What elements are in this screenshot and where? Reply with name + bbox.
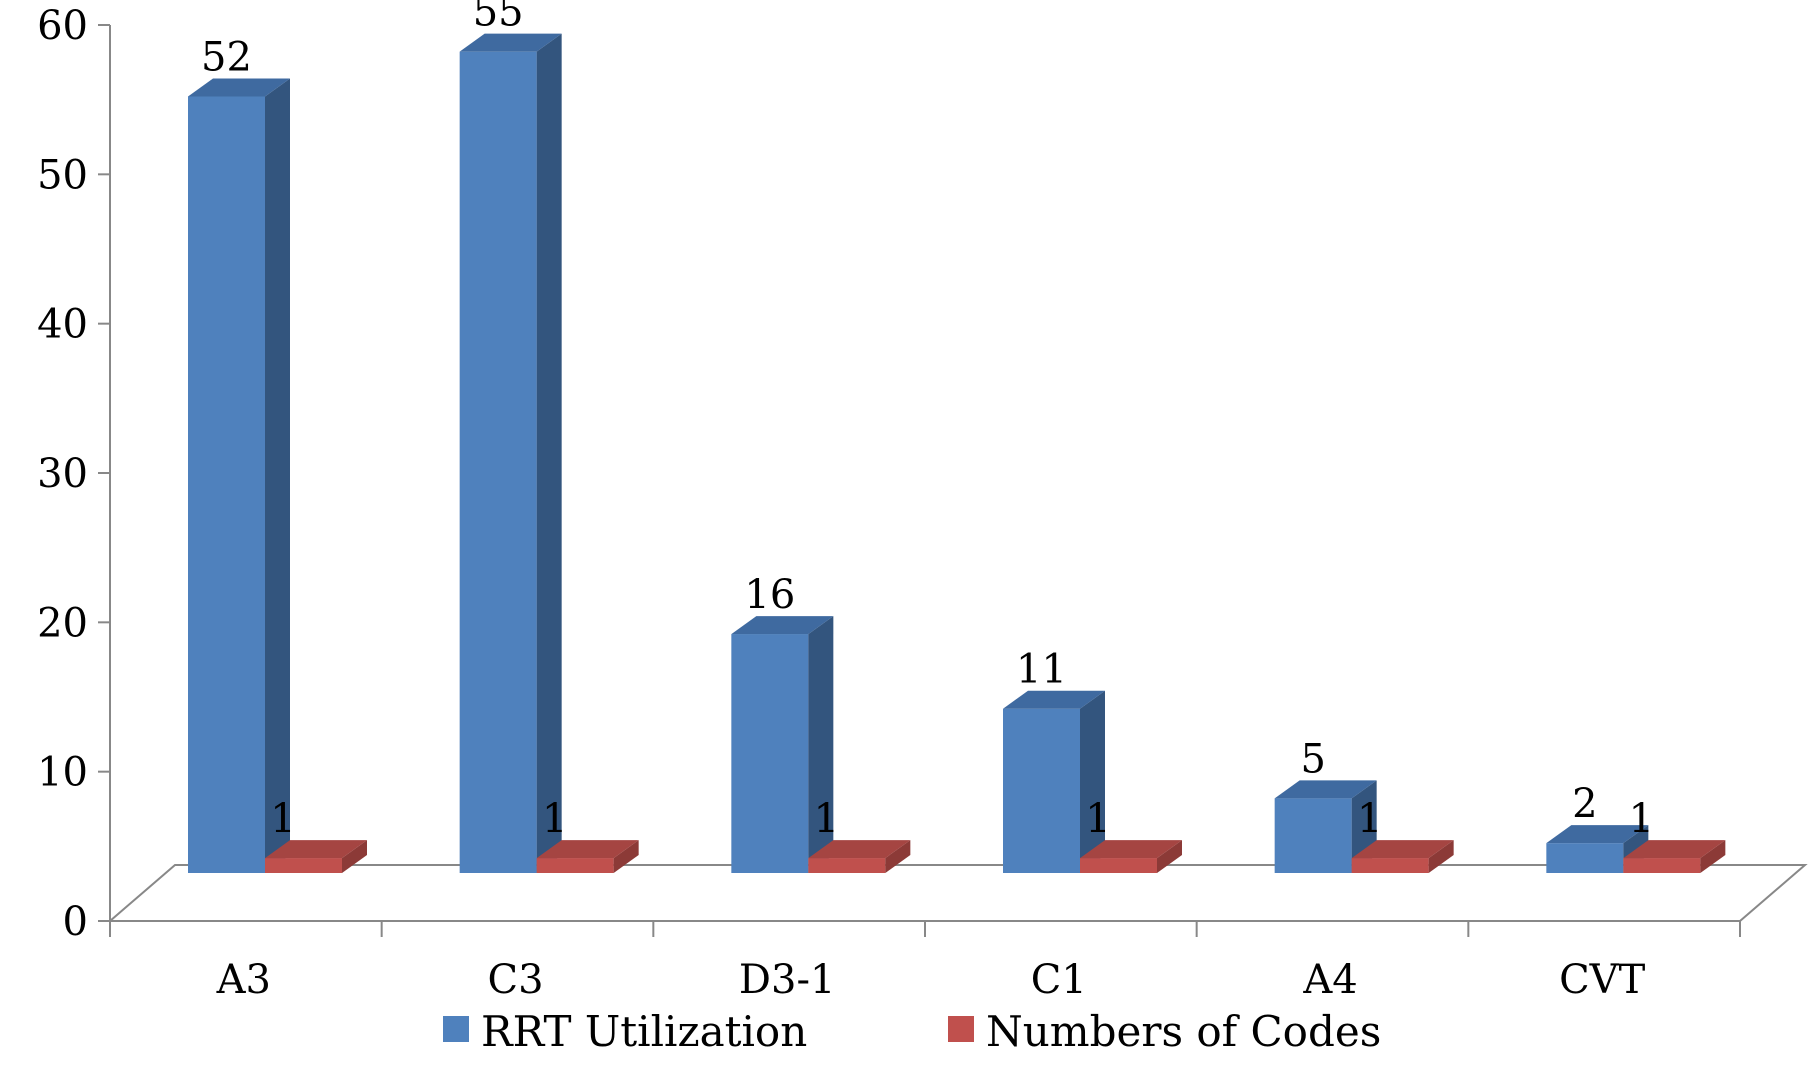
bar-top [1623, 840, 1726, 859]
category-label: D3-1 [739, 957, 835, 1003]
category-label: C1 [1031, 957, 1087, 1003]
bar-side [885, 840, 911, 873]
data-label-rrt-utilization: 11 [1016, 647, 1067, 693]
y-tick-label: 60 [37, 3, 88, 49]
y-axis-ticks: 0 10 20 30 40 50 60 [37, 3, 110, 945]
bar-numbers-of-codes [1623, 840, 1726, 873]
bar-front [265, 858, 342, 873]
bar-front [188, 96, 265, 873]
data-label-numbers-of-codes: 1 [1629, 796, 1654, 842]
bar-side [1080, 690, 1105, 873]
bar-front [1003, 708, 1080, 873]
bar-top [1351, 840, 1454, 859]
bar-top [1546, 825, 1649, 844]
bar-side [265, 78, 290, 873]
category-label: A3 [216, 957, 271, 1003]
bar-rrt-utilization [188, 78, 290, 873]
bar-top [1080, 840, 1182, 859]
data-label-rrt-utilization: 55 [473, 0, 524, 36]
bar-numbers-of-codes [1351, 840, 1454, 873]
axes [107, 25, 1808, 937]
y-tick-label: 0 [63, 899, 88, 945]
y-tick-label: 10 [37, 750, 88, 796]
y-tick-label: 40 [37, 302, 88, 348]
bar-front [536, 858, 614, 873]
bar-top [188, 78, 290, 97]
floor-plane [107, 864, 1808, 922]
x-axis-categories: A3 C3 D3-1 C1 A4 CVT [216, 957, 1646, 1003]
bar-side [536, 33, 562, 873]
legend-item-rrt-utilization: RRT Utilization [443, 1007, 807, 1056]
bar-side [808, 616, 834, 873]
data-label-rrt-utilization: 52 [201, 34, 252, 80]
legend-swatch [443, 1016, 469, 1042]
bar-rrt-utilization [1003, 690, 1105, 873]
bar-top [808, 840, 911, 859]
bars [188, 33, 1726, 873]
bar-top [265, 840, 367, 859]
data-label-rrt-utilization: 2 [1572, 781, 1597, 827]
y-tick-label: 30 [37, 451, 88, 497]
y-tick-label: 20 [37, 600, 88, 646]
bar-front [1351, 858, 1429, 873]
legend-swatch [948, 1016, 974, 1042]
bar-top [536, 840, 639, 859]
bar-side [613, 840, 639, 873]
bar-rrt-utilization [1274, 780, 1377, 873]
data-label-rrt-utilization: 16 [744, 572, 795, 618]
bar-top [1003, 690, 1105, 709]
bar-front [459, 51, 537, 873]
bar-front [731, 634, 809, 873]
legend-label: Numbers of Codes [986, 1007, 1381, 1056]
data-label-numbers-of-codes: 1 [270, 796, 295, 842]
bar-side [1700, 840, 1726, 873]
data-label-numbers-of-codes: 1 [542, 796, 567, 842]
bar-side [1428, 840, 1454, 873]
category-label: C3 [487, 957, 543, 1003]
data-label-numbers-of-codes: 1 [1085, 796, 1110, 842]
bar-side [1157, 840, 1182, 873]
bar-side [342, 840, 367, 873]
legend-item-numbers-of-codes: Numbers of Codes [948, 1007, 1381, 1056]
bar-front [1546, 843, 1624, 873]
bar-numbers-of-codes [808, 840, 911, 873]
bar-front [1080, 858, 1157, 873]
category-label: CVT [1559, 957, 1645, 1003]
bar-top [731, 616, 834, 635]
bar-top [1274, 780, 1377, 799]
legend-label: RRT Utilization [481, 1007, 807, 1056]
bar-front [1623, 858, 1701, 873]
data-label-rrt-utilization: 5 [1300, 736, 1325, 782]
data-label-numbers-of-codes: 1 [814, 796, 839, 842]
bar-top [459, 33, 562, 52]
bar-rrt-utilization [459, 33, 562, 873]
legend: RRT Utilization Numbers of Codes [443, 1007, 1381, 1056]
category-label: A4 [1302, 957, 1357, 1003]
bar-numbers-of-codes [1080, 840, 1182, 873]
bar-numbers-of-codes [265, 840, 367, 873]
y-tick-label: 50 [37, 152, 88, 198]
bar-front [808, 858, 886, 873]
bar-front [1274, 798, 1352, 873]
bar-numbers-of-codes [536, 840, 639, 873]
bar-rrt-utilization [731, 616, 834, 873]
data-label-numbers-of-codes: 1 [1357, 796, 1382, 842]
